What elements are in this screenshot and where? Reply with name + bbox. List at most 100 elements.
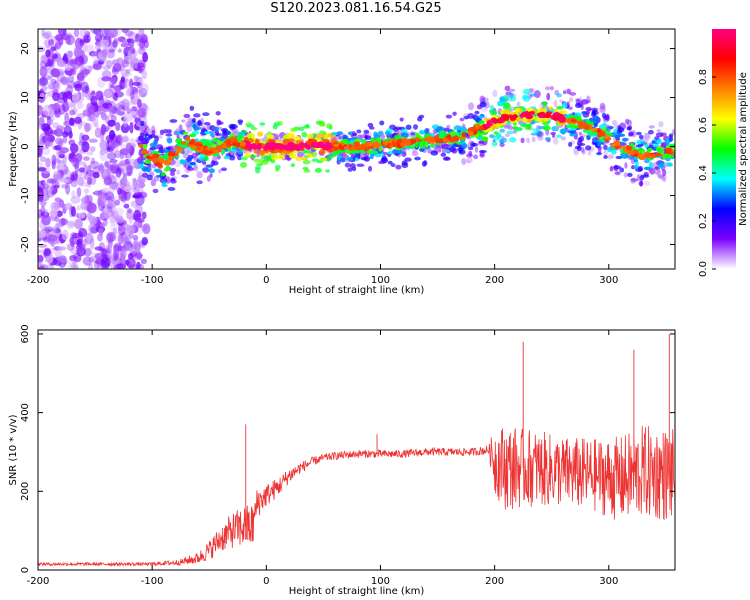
noise-speckle <box>53 225 58 233</box>
ridge-core <box>307 152 313 158</box>
noise-speckle <box>101 76 112 82</box>
noise-speckle <box>103 88 114 99</box>
ridge-core <box>421 160 427 167</box>
noise-speckle <box>94 252 103 260</box>
noise-speckle <box>87 165 92 174</box>
ridge-core <box>434 138 442 144</box>
ridge-core <box>159 129 165 135</box>
noise-speckle <box>76 187 82 198</box>
ridge-core <box>586 134 591 141</box>
noise-speckle <box>142 51 149 63</box>
ridge-halo <box>671 130 675 136</box>
noise-speckle <box>114 103 122 112</box>
noise-speckle <box>110 214 117 224</box>
noise-speckle <box>98 107 104 115</box>
noise-speckle <box>78 121 88 126</box>
ridge-core <box>648 161 654 168</box>
ridge-core <box>363 129 370 134</box>
ridge-core <box>167 151 176 158</box>
noise-speckle <box>64 64 72 71</box>
ridge-core <box>348 144 353 149</box>
ridge-core <box>548 106 554 111</box>
noise-speckle <box>82 241 91 246</box>
ridge-core <box>626 126 631 131</box>
ridge-core <box>430 138 436 143</box>
noise-speckle <box>93 29 102 35</box>
ridge-core <box>527 111 534 115</box>
noise-speckle <box>64 32 73 38</box>
noise-speckle <box>74 116 82 124</box>
noise-speckle <box>123 203 130 209</box>
noise-speckle <box>129 89 135 100</box>
noise-speckle <box>132 178 138 190</box>
colorbar-tick-label: 0.8 <box>698 69 709 85</box>
ridge-core <box>419 147 425 152</box>
ridge-core <box>149 146 157 151</box>
ridge-core <box>542 101 547 107</box>
ridge-core <box>480 136 489 142</box>
ridge-halo <box>623 172 629 178</box>
noise-speckle <box>44 138 50 150</box>
noise-speckle <box>47 178 57 184</box>
ridge-core <box>644 151 650 155</box>
ridge-core <box>179 159 188 164</box>
ridge-core <box>154 162 162 166</box>
ridge-core <box>613 140 621 145</box>
ridge-core <box>282 135 289 140</box>
ridge-core <box>163 128 169 134</box>
ridge-core <box>174 131 182 135</box>
ridge-core <box>559 128 568 134</box>
ridge-core <box>204 155 209 161</box>
ridge-core <box>399 142 405 147</box>
ridge-core <box>239 161 248 168</box>
noise-speckle <box>124 189 131 202</box>
noise-speckle <box>109 159 118 164</box>
noise-speckle <box>127 252 134 260</box>
ridge-core <box>394 134 402 140</box>
noise-speckle <box>53 43 59 52</box>
ridge-core <box>169 119 178 123</box>
noise-speckle <box>41 181 49 188</box>
noise-speckle <box>41 90 49 100</box>
noise-speckle <box>72 264 79 269</box>
ridge-core <box>175 138 183 144</box>
ridge-core <box>302 159 311 165</box>
ridge-core <box>257 131 264 137</box>
ridge-core <box>356 163 365 168</box>
ridge-core <box>626 145 633 151</box>
ridge-core <box>654 166 660 170</box>
noise-speckle <box>118 100 126 107</box>
ridge-core <box>319 123 326 127</box>
ridge-core <box>467 131 474 137</box>
ridge-core <box>346 151 352 155</box>
ridge-core <box>524 113 530 118</box>
ridge-core <box>574 102 583 109</box>
noise-speckle <box>110 211 115 217</box>
ridge-core <box>568 141 573 147</box>
ridge-core <box>522 117 527 123</box>
noise-speckle <box>113 37 119 45</box>
page-title: S120.2023.081.16.54.G25 <box>270 1 442 16</box>
ridge-core <box>141 148 148 155</box>
noise-speckle <box>141 236 148 246</box>
ridge-core <box>244 152 251 159</box>
noise-speckle <box>47 57 54 67</box>
ridge-core <box>189 161 197 166</box>
noise-speckle <box>106 49 115 59</box>
ridge-core <box>502 109 511 114</box>
ridge-core <box>153 158 160 164</box>
noise-speckle <box>124 259 130 266</box>
ridge-core <box>388 144 394 148</box>
noise-speckle <box>50 209 58 217</box>
noise-speckle <box>120 123 130 134</box>
noise-speckle <box>51 154 57 166</box>
noise-speckle <box>122 72 132 77</box>
noise-speckle <box>55 158 60 164</box>
noise-speckle <box>137 192 147 199</box>
ridge-core <box>356 129 362 134</box>
ridge-core <box>253 144 258 149</box>
ridge-halo <box>499 142 505 148</box>
top-y-tick-label: -20 <box>20 236 31 252</box>
noise-speckle <box>52 122 60 129</box>
noise-speckle <box>42 225 51 231</box>
